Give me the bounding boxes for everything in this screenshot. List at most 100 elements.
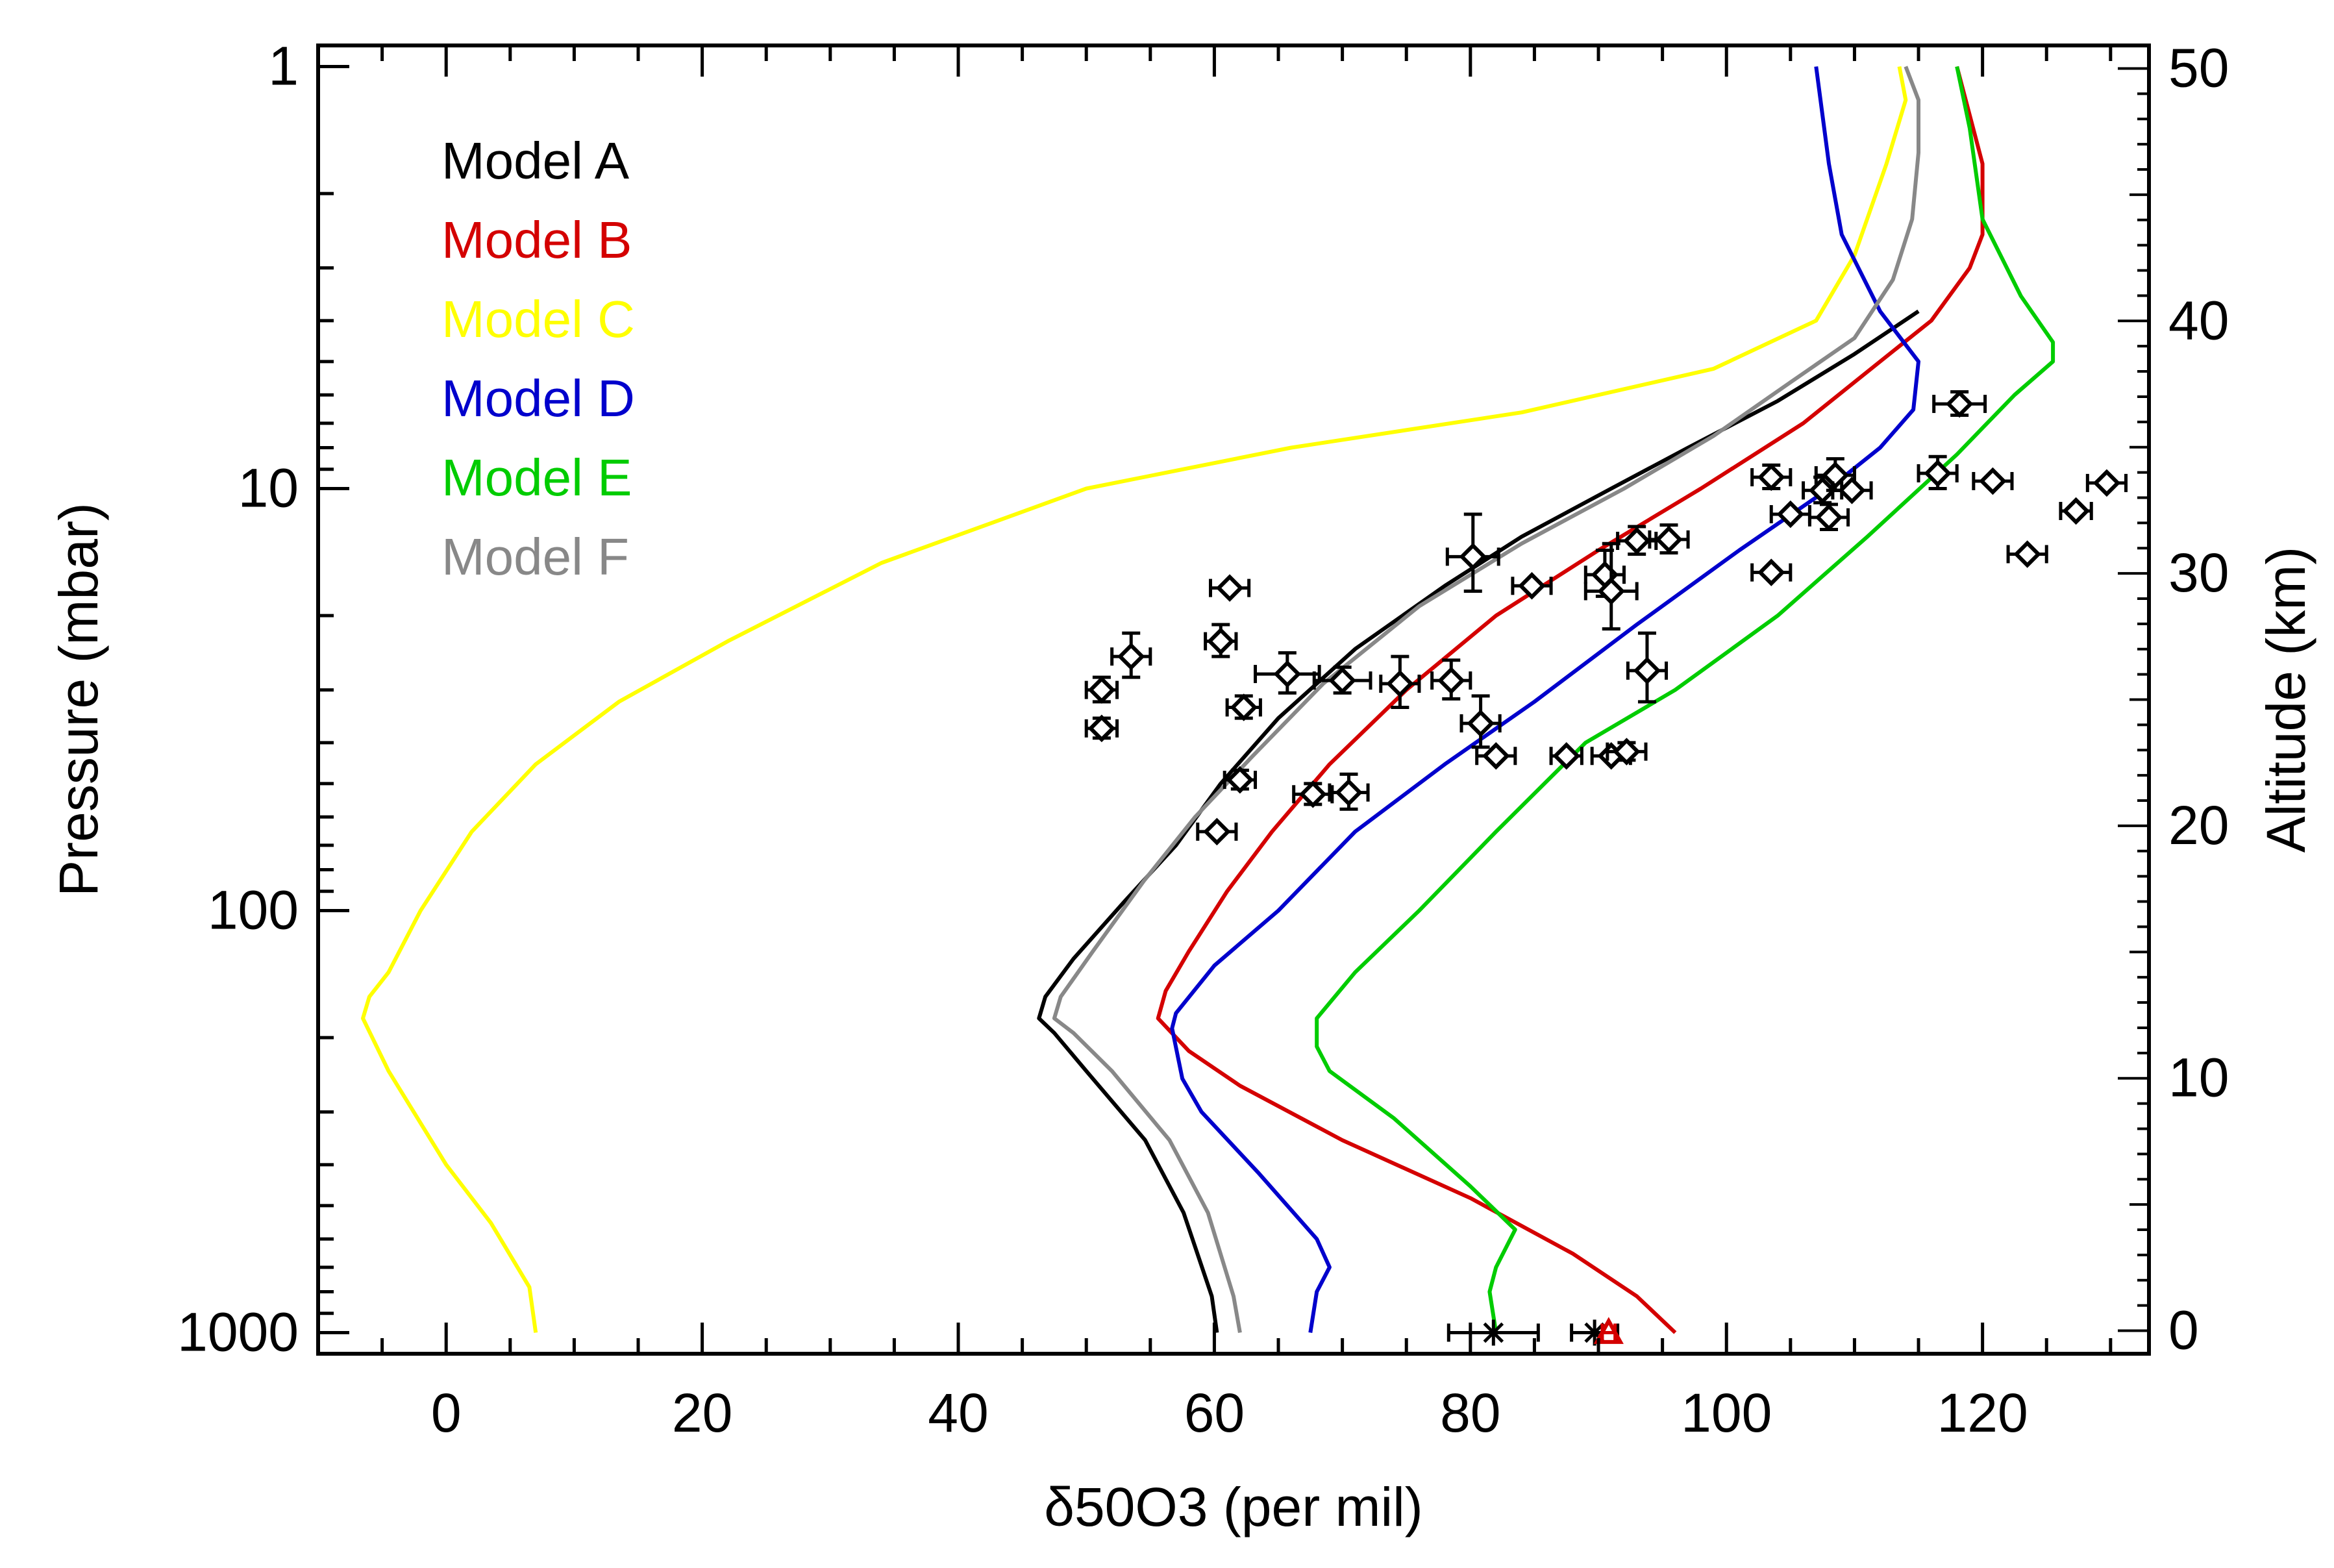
diamond-marker (1757, 558, 1785, 586)
observation-point (1750, 463, 1793, 492)
diamond-marker (1815, 503, 1843, 532)
diamond-marker (1459, 543, 1487, 571)
diamond-marker (1552, 742, 1580, 770)
diamond-marker (1087, 676, 1116, 704)
observation-point (1549, 742, 1583, 770)
y-axis-right-label: Altitude (km) (2255, 547, 2316, 852)
y-left-tick-label: 1000 (177, 1302, 299, 1363)
diamond-marker (1335, 778, 1363, 806)
diamond-marker (2092, 469, 2121, 497)
observation-point (1379, 654, 1421, 710)
legend-entry: Model A (441, 132, 630, 190)
legend-entry: Model F (441, 528, 629, 586)
x-tick-label: 20 (672, 1382, 732, 1443)
diamond-marker (1979, 467, 2007, 495)
triangle-marker (1593, 1317, 1624, 1344)
x-tick-label: 80 (1440, 1382, 1500, 1443)
plot-series (361, 66, 2055, 1334)
diamond-marker (1776, 500, 1805, 529)
x-tick-label: 100 (1681, 1382, 1772, 1443)
observation-point (1583, 541, 1639, 631)
diamond-marker (1207, 627, 1235, 655)
observation-point (1807, 503, 1850, 532)
series-line-model-b (1156, 66, 1985, 1334)
series-line-model-f (1052, 66, 1920, 1334)
diamond-marker (1482, 742, 1510, 770)
observation-point (1292, 780, 1334, 808)
observation-point (1511, 572, 1553, 600)
observation-point (1475, 742, 1517, 770)
diamond-marker (1299, 780, 1327, 808)
observation-point (1084, 714, 1119, 743)
observation-point (1223, 765, 1258, 794)
legend-entry: Model B (441, 211, 632, 269)
y-right-tick-label: 20 (2168, 795, 2229, 856)
y-right-tick-label: 40 (2168, 290, 2229, 351)
diamond-marker (1386, 669, 1414, 698)
diamond-marker (1437, 666, 1465, 695)
observation-point (1254, 651, 1321, 695)
diamond-marker (1087, 714, 1116, 743)
y-right-tick-label: 0 (2168, 1300, 2199, 1361)
observation-point (1917, 454, 1959, 490)
observation-point (1225, 693, 1262, 721)
observation-point (1445, 512, 1500, 593)
diamond-marker (1518, 572, 1546, 600)
observations (1084, 390, 2128, 1346)
diamond-marker (1838, 477, 1866, 504)
observation-point (1831, 477, 1873, 504)
diamond-marker (1924, 459, 1952, 488)
y-axis-left-label: Pressure (mbar) (48, 503, 109, 897)
surface-point (1593, 1317, 1624, 1344)
diamond-marker (1273, 660, 1302, 688)
observation-point (1430, 658, 1472, 701)
x-tick-label: 60 (1184, 1382, 1245, 1443)
diamond-marker (1467, 709, 1495, 738)
legend-entry: Model E (441, 449, 632, 506)
observation-point (1312, 666, 1372, 695)
observation-point (1459, 694, 1502, 749)
diamond-marker (1821, 461, 1850, 490)
diamond-marker (1117, 642, 1145, 671)
diamond-marker (1215, 574, 1244, 602)
series-line-model-d (1170, 66, 1920, 1333)
diamond-marker (1945, 390, 1974, 418)
y-right-tick-label: 50 (2168, 38, 2229, 99)
observation-point (1972, 467, 2014, 495)
diamond-marker (1230, 693, 1258, 721)
diamond-marker (1655, 525, 1683, 554)
legend: Model A Model B Model C Model D Model E Model… (441, 132, 635, 586)
diamond-marker (1597, 577, 1625, 605)
series-line-model-a (1037, 309, 1920, 1333)
diamond-marker (1328, 666, 1356, 695)
observation-point (1750, 558, 1793, 586)
diamond-marker (1622, 527, 1651, 555)
diamond-marker (2013, 540, 2041, 568)
observation-point (2085, 469, 2128, 497)
diamond-marker (1633, 656, 1661, 685)
observation-point (1196, 817, 1238, 846)
surface-point (1446, 1319, 1540, 1346)
legend-entry: Model D (441, 369, 635, 427)
diamond-marker (1808, 477, 1837, 504)
y-right-tick-label: 30 (2168, 542, 2229, 603)
observation-point (1606, 738, 1648, 765)
star-marker-stroke (1483, 1322, 1504, 1343)
y-right-tick-label: 10 (2168, 1047, 2229, 1108)
observation-point (1209, 574, 1251, 602)
observation-point (1204, 623, 1238, 658)
series-line-model-c (361, 66, 1908, 1333)
x-tick-label: 120 (1937, 1382, 2028, 1443)
x-axis-label: δ50O3 (per mil) (1044, 1476, 1423, 1537)
observation-point (1110, 631, 1152, 679)
y-left-tick-label: 1 (268, 36, 299, 97)
observation-point (1626, 631, 1669, 704)
x-tick-label: 40 (928, 1382, 988, 1443)
diamond-marker (1203, 817, 1231, 846)
x-tick-label: 0 (431, 1382, 462, 1443)
observation-point (1932, 390, 1987, 418)
observation-point (1648, 523, 1690, 554)
observation-point (2059, 497, 2093, 525)
observation-point (2006, 540, 2048, 568)
